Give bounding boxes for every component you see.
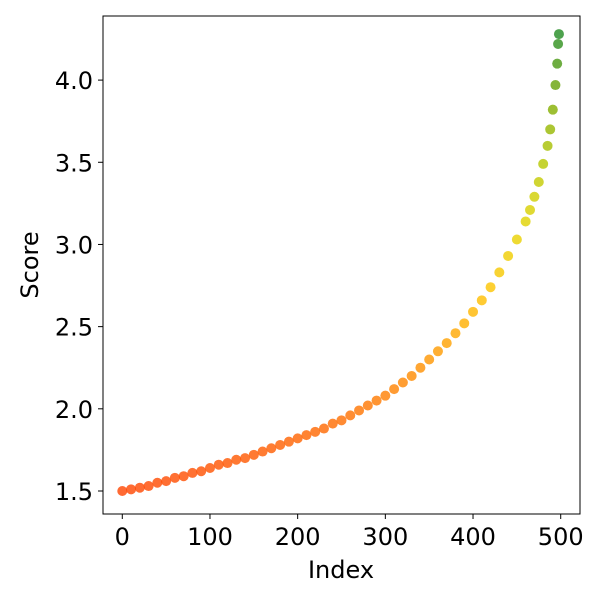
scatter-point <box>152 477 163 488</box>
x-axis-ticks: 0 100 200 300 400 500 <box>115 514 584 551</box>
scatter-point <box>485 282 496 293</box>
scatter-point <box>529 191 540 202</box>
scatter-point <box>415 362 426 373</box>
y-tick-label: 2.0 <box>55 396 93 424</box>
y-axis-ticks: 1.5 2.0 2.5 3.0 3.5 4.0 <box>55 67 103 506</box>
scatter-point <box>547 104 558 115</box>
x-axis-label: Index <box>308 556 374 584</box>
x-tick-label: 200 <box>275 523 321 551</box>
scatter-point <box>301 430 312 441</box>
x-tick-label: 100 <box>187 523 233 551</box>
x-tick-label: 300 <box>362 523 408 551</box>
scatter-point <box>204 462 215 473</box>
x-tick-label: 0 <box>115 523 130 551</box>
scatter-point <box>117 485 128 496</box>
x-tick-label: 500 <box>538 523 584 551</box>
scatter-point <box>143 481 154 492</box>
scatter-points <box>117 29 564 496</box>
scatter-point <box>533 177 544 187</box>
y-tick-label: 4.0 <box>55 67 93 95</box>
scatter-point <box>310 426 321 437</box>
scatter-point <box>222 458 233 469</box>
y-tick-label: 3.0 <box>55 231 93 259</box>
scatter-point <box>134 482 145 493</box>
scatter-point <box>327 418 338 429</box>
scatter-point <box>213 459 224 470</box>
scatter-point <box>196 466 207 477</box>
scatter-point <box>441 338 452 349</box>
scatter-point <box>257 446 268 457</box>
scatter-point <box>292 433 303 444</box>
y-axis-label: Score <box>16 231 44 298</box>
scatter-point <box>553 38 564 49</box>
scatter-point <box>318 423 329 434</box>
scatter-point <box>161 476 172 487</box>
scatter-point <box>553 29 564 40</box>
y-tick-label: 1.5 <box>55 478 93 506</box>
scatter-point <box>406 370 417 381</box>
scatter-point <box>354 405 365 416</box>
x-tick-label: 400 <box>450 523 496 551</box>
scatter-point <box>432 346 443 357</box>
scatter-point <box>266 443 277 454</box>
scatter-point <box>336 415 347 426</box>
scatter-point <box>178 471 189 482</box>
scatter-point <box>187 467 198 478</box>
scatter-point <box>275 439 286 450</box>
scatter-point <box>240 453 251 464</box>
scatter-point <box>503 250 514 261</box>
scatter-point <box>550 80 561 91</box>
y-tick-label: 3.5 <box>55 149 93 177</box>
scatter-point <box>389 384 400 395</box>
scatter-point <box>542 140 553 151</box>
scatter-point <box>380 390 391 401</box>
scatter-point <box>476 295 487 306</box>
scatter-point <box>494 267 505 278</box>
scatter-point <box>520 216 531 227</box>
scatter-point <box>459 318 470 329</box>
scatter-point <box>397 377 408 388</box>
scatter-point <box>371 395 382 406</box>
scatter-point <box>231 454 242 465</box>
scatter-point <box>283 436 294 447</box>
scatter-point <box>362 400 373 411</box>
scatter-point <box>424 354 435 365</box>
scatter-point <box>345 410 356 421</box>
scatter-point <box>450 328 461 339</box>
scatter-point <box>552 58 563 69</box>
y-tick-label: 2.5 <box>55 314 93 342</box>
plot-frame <box>102 15 581 515</box>
scatter-point <box>525 204 536 215</box>
scatter-point <box>545 124 556 135</box>
scatter-point <box>126 484 137 495</box>
scatter-point <box>511 234 522 245</box>
scatter-point <box>248 449 259 460</box>
scatter-point <box>538 158 549 169</box>
scatter-point <box>468 306 479 317</box>
scatter-point <box>169 472 180 483</box>
